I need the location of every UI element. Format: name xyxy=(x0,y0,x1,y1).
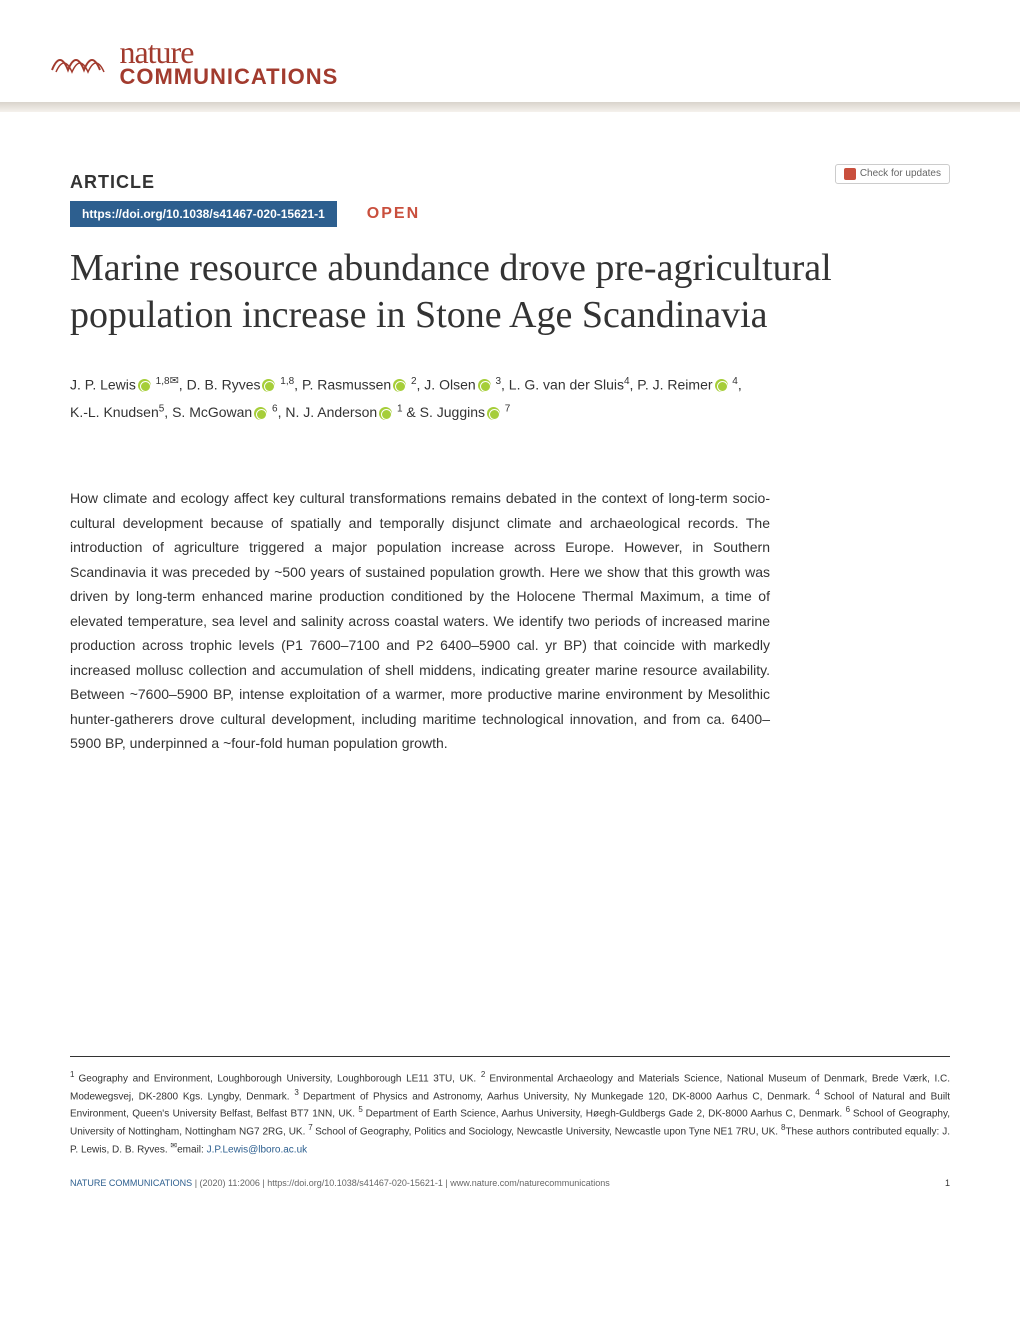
article-title: Marine resource abundance drove pre-agri… xyxy=(70,245,950,340)
email-label: email: xyxy=(177,1144,206,1155)
author-name: , P. J. Reimer xyxy=(630,376,713,392)
footer-page-number: 1 xyxy=(945,1178,950,1188)
affiliation-text: Department of Earth Science, Aarhus Univ… xyxy=(366,1109,846,1120)
logo-wave-icon xyxy=(50,40,110,85)
header-bar xyxy=(0,0,1020,18)
orcid-icon[interactable] xyxy=(254,407,267,420)
author-name: , N. J. Anderson xyxy=(278,404,378,420)
orcid-icon[interactable] xyxy=(715,379,728,392)
author-name: , D. B. Ryves xyxy=(179,376,261,392)
check-updates-label: Check for updates xyxy=(860,168,941,179)
affiliations-section: 1 Geography and Environment, Loughboroug… xyxy=(70,1056,950,1158)
author-name: J. P. Lewis xyxy=(70,376,136,392)
mail-icon: ✉ xyxy=(170,370,179,392)
author-name: , P. Rasmussen xyxy=(294,376,391,392)
author-name: K.-L. Knudsen xyxy=(70,404,159,420)
corresponding-email[interactable]: J.P.Lewis@lboro.ac.uk xyxy=(207,1144,308,1155)
orcid-icon[interactable] xyxy=(379,407,392,420)
footer-journal-name: NATURE COMMUNICATIONS xyxy=(70,1178,192,1188)
authors-list: J. P. Lewis 1,8✉, D. B. Ryves 1,8, P. Ra… xyxy=(70,370,950,427)
check-updates-button[interactable]: Check for updates xyxy=(835,164,950,184)
orcid-icon[interactable] xyxy=(478,379,491,392)
orcid-icon[interactable] xyxy=(138,379,151,392)
orcid-icon[interactable] xyxy=(262,379,275,392)
doi-badge[interactable]: https://doi.org/10.1038/s41467-020-15621… xyxy=(70,201,337,227)
logo-communications-text: COMMUNICATIONS xyxy=(119,67,338,87)
check-updates-icon xyxy=(844,168,856,180)
orcid-icon[interactable] xyxy=(487,407,500,420)
author-name: , L. G. van der Sluis xyxy=(501,376,624,392)
logo-nature-text: nature xyxy=(119,38,338,67)
author-name: , J. Olsen xyxy=(417,376,476,392)
author-affiliation: 6 xyxy=(269,404,277,415)
author-name: & S. Juggins xyxy=(403,404,486,420)
open-access-label: OPEN xyxy=(367,205,420,223)
main-content: Check for updates ARTICLE https://doi.or… xyxy=(0,102,1020,1248)
author-affiliation: 1,8 xyxy=(153,376,170,387)
footer-citation: | (2020) 11:2006 | https://doi.org/10.10… xyxy=(195,1178,610,1188)
journal-logo: nature COMMUNICATIONS xyxy=(50,38,338,102)
author-name: , S. McGowan xyxy=(164,404,252,420)
author-affiliation: 1 xyxy=(394,404,402,415)
author-affiliation: 7 xyxy=(502,404,510,415)
author-affiliation: 3 xyxy=(493,376,501,387)
author-affiliation: 4 xyxy=(730,376,738,387)
affiliation-text: School of Geography, Politics and Sociol… xyxy=(315,1127,781,1138)
orcid-icon[interactable] xyxy=(393,379,406,392)
doi-row: https://doi.org/10.1038/s41467-020-15621… xyxy=(70,201,950,227)
author-affiliation: 1,8 xyxy=(277,376,294,387)
logo-section: nature COMMUNICATIONS xyxy=(0,18,1020,102)
affiliation-text: Department of Physics and Astronomy, Aar… xyxy=(303,1091,815,1102)
author-affiliation: 2 xyxy=(408,376,416,387)
affiliation-text: Geography and Environment, Loughborough … xyxy=(79,1073,481,1084)
article-type-label: ARTICLE xyxy=(70,172,950,193)
page-footer: NATURE COMMUNICATIONS | (2020) 11:2006 |… xyxy=(70,1178,950,1208)
abstract-text: How climate and ecology affect key cultu… xyxy=(70,486,770,756)
